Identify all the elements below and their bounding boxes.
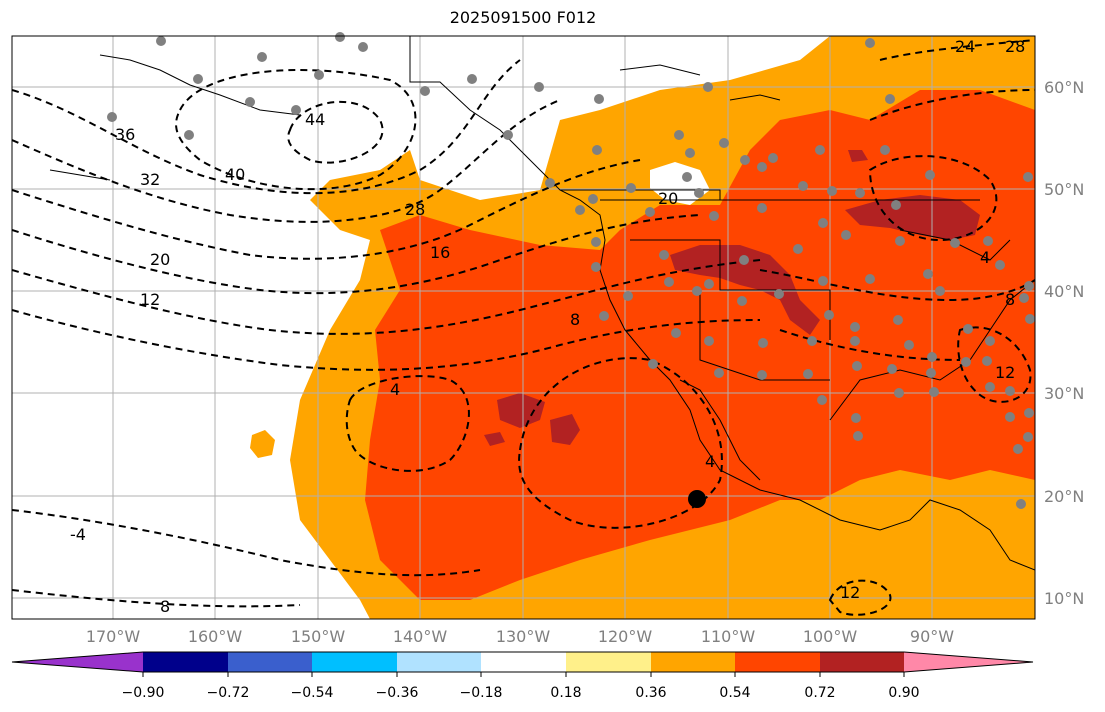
contour-labels: 44 40 36 32 28 20 16 20 12 8 4 4 8 12 4 … <box>70 37 1025 616</box>
contour-label: 20 <box>150 250 170 269</box>
field-darkred-6 <box>848 150 868 162</box>
colorbar-swatch <box>312 652 397 672</box>
colorbar-swatch <box>651 652 735 672</box>
lon-label: 110°W <box>701 627 756 646</box>
colorbar-tick-label: 0.18 <box>550 685 581 701</box>
colorbar-swatch <box>820 652 904 672</box>
contour-label: 12 <box>840 583 860 602</box>
lon-label: 100°W <box>803 627 858 646</box>
colorbar-tick-label: −0.90 <box>122 685 165 701</box>
map-frame <box>11 35 1036 620</box>
lon-label: 170°W <box>86 627 141 646</box>
lon-label: 120°W <box>598 627 653 646</box>
colorbar-extend-low <box>12 652 143 672</box>
field-darkred-4 <box>550 414 580 445</box>
field-darkred-3 <box>497 393 545 428</box>
latitude-labels: 60°N 50°N 40°N 30°N 20°N 10°N <box>1044 78 1084 608</box>
contour-label: 4 <box>980 248 990 267</box>
graticule <box>12 36 1035 619</box>
map-title: 2025091500 F012 <box>449 8 597 27</box>
contour-label: 44 <box>305 110 325 129</box>
lat-label: 50°N <box>1044 180 1084 199</box>
lon-label: 160°W <box>188 627 243 646</box>
contour-label: 20 <box>658 189 678 208</box>
target-location-marker <box>688 490 706 508</box>
colorbar-ticks: −0.90 −0.72 −0.54 −0.36 −0.18 0.18 0.36 0.54 0.7… <box>122 672 920 701</box>
contour-label: 4 <box>390 380 400 399</box>
colorbar-swatch <box>143 652 228 672</box>
contour-label: 8 <box>570 310 580 329</box>
contour-label: 40 <box>225 165 245 184</box>
colorbar-tick-label: 0.72 <box>804 685 835 701</box>
contour-label: -4 <box>70 525 86 544</box>
contour-label: 32 <box>140 170 160 189</box>
lat-label: 30°N <box>1044 384 1084 403</box>
colorbar-tick-label: 0.36 <box>635 685 666 701</box>
contour-label: 8 <box>1005 290 1015 309</box>
lat-label: 40°N <box>1044 282 1084 301</box>
colorbar-swatch <box>481 652 566 672</box>
colorbar-extend-high <box>904 652 1033 672</box>
colorbar-swatch <box>566 652 651 672</box>
contour-label: 4 <box>705 452 715 471</box>
colorbar-tick-label: −0.72 <box>207 685 250 701</box>
contours <box>12 39 1035 616</box>
colorbar-swatch <box>228 652 312 672</box>
field-orange-island <box>250 430 275 458</box>
colorbar-swatch <box>397 652 481 672</box>
contour-label: 16 <box>430 243 450 262</box>
lat-label: 60°N <box>1044 78 1084 97</box>
colorbar-swatch <box>735 652 820 672</box>
colorbar-tick-label: 0.90 <box>888 685 919 701</box>
colorbar-tick-label: −0.36 <box>376 685 419 701</box>
contour-label: 8 <box>160 597 170 616</box>
longitude-labels: 170°W 160°W 150°W 140°W 130°W 120°W 110°… <box>86 627 954 646</box>
station-markers <box>107 32 1035 509</box>
colorbar-tick-label: −0.54 <box>291 685 334 701</box>
contour-label: 12 <box>140 290 160 309</box>
colorbar-tick-label: 0.54 <box>719 685 750 701</box>
contour-label: 24 <box>955 37 975 56</box>
field-darkred-5 <box>484 432 505 446</box>
lon-label: 140°W <box>393 627 448 646</box>
lon-label: 130°W <box>496 627 551 646</box>
contour-label: 28 <box>405 200 425 219</box>
lon-label: 90°W <box>910 627 954 646</box>
lon-label: 150°W <box>291 627 346 646</box>
contour-label: 28 <box>1005 37 1025 56</box>
colorbar-tick-label: −0.18 <box>460 685 503 701</box>
field-darkred-2 <box>845 195 980 240</box>
contour-label: 36 <box>115 125 135 144</box>
lat-label: 20°N <box>1044 487 1084 506</box>
colorbar <box>11 651 1034 673</box>
lat-label: 10°N <box>1044 589 1084 608</box>
contour-label: 12 <box>995 363 1015 382</box>
